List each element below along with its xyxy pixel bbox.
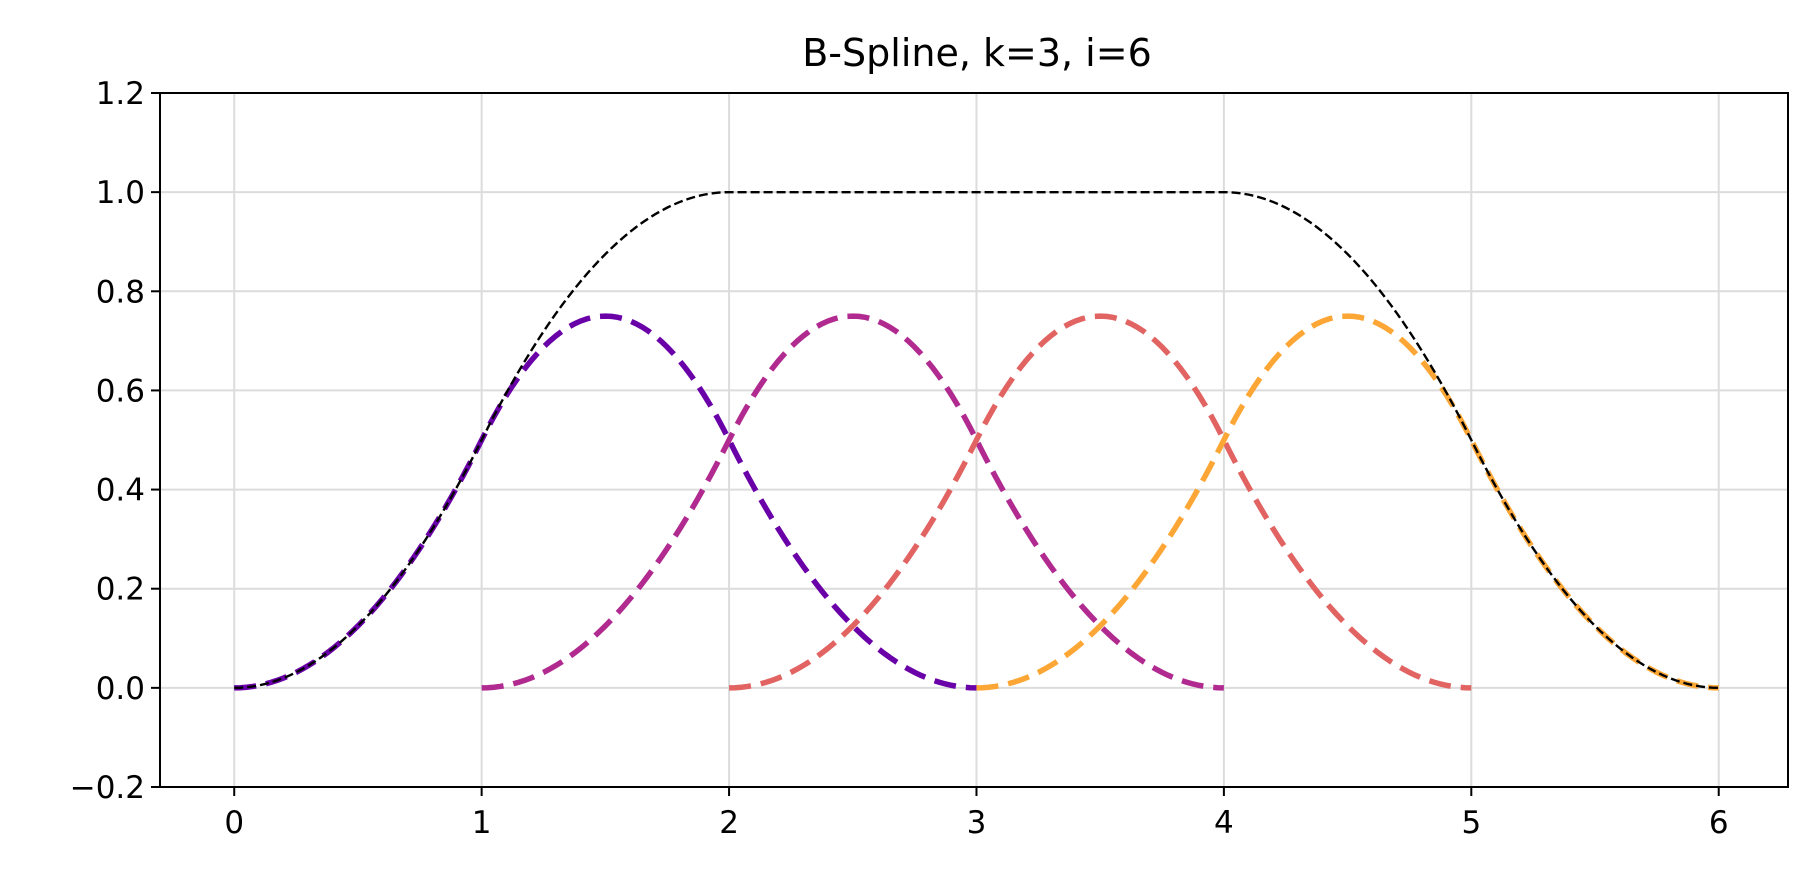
x-tick-label: 0: [224, 805, 244, 841]
chart-title: B-Spline, k=3, i=6: [802, 31, 1152, 75]
series-lines: [234, 190, 1719, 691]
y-axis-ticks: −0.2 0.0 0.2 0.4 0.6 0.8 1.0 1.2: [70, 76, 160, 806]
y-tick-label: 0.0: [96, 671, 145, 707]
y-tick-label: 1.2: [96, 76, 145, 112]
series-line-sum: [234, 190, 1719, 690]
y-tick-label: 0.2: [96, 572, 145, 608]
x-tick-label: 1: [472, 805, 492, 841]
y-tick-label: 0.8: [96, 274, 145, 310]
x-axis-ticks: 0 1 2 3 4 5 6: [224, 787, 1729, 841]
plot-frame: [159, 92, 1789, 788]
series-line-basis-4: [976, 313, 1719, 691]
series-line-basis-3: [728, 313, 1472, 691]
x-tick-label: 4: [1214, 805, 1234, 841]
x-tick-label: 2: [719, 805, 739, 841]
y-tick-label: 0.6: [96, 373, 145, 409]
series-line-basis-1: [234, 313, 977, 691]
series-line-basis-2: [481, 313, 1224, 691]
y-tick-label: 1.0: [96, 175, 145, 211]
y-tick-label: −0.2: [70, 770, 145, 806]
x-tick-label: 6: [1709, 805, 1729, 841]
y-tick-label: 0.4: [96, 473, 145, 509]
x-tick-label: 3: [967, 805, 987, 841]
x-tick-label: 5: [1461, 805, 1481, 841]
